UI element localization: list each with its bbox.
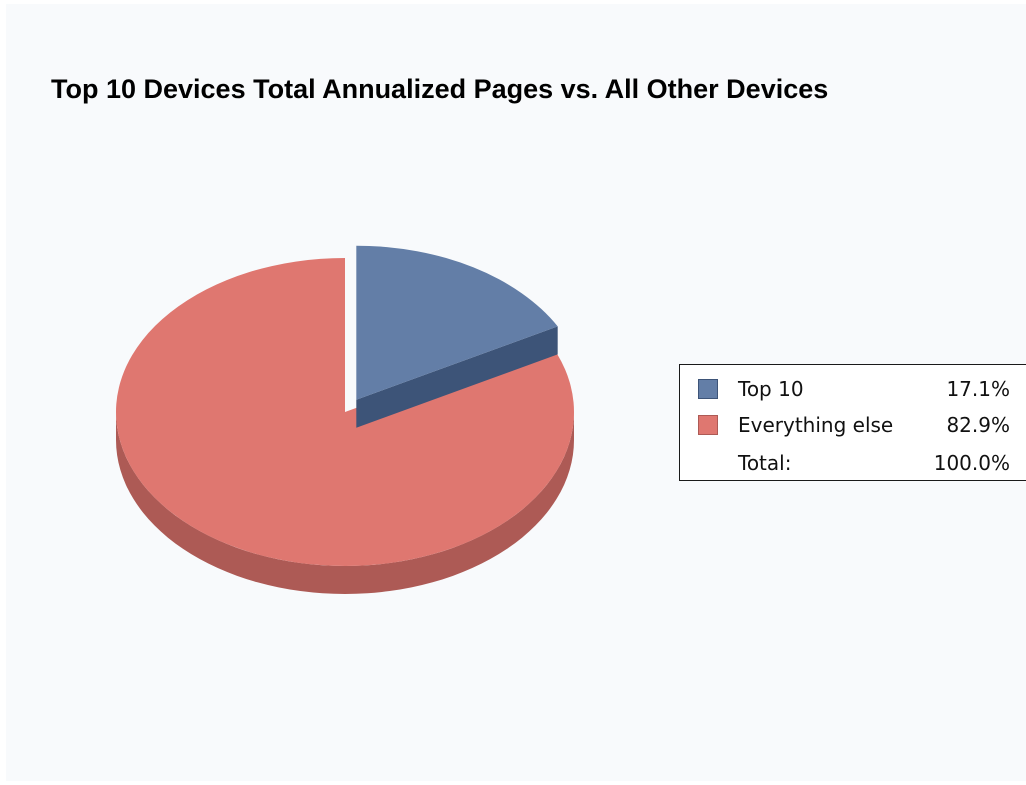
legend-swatch-top-10 <box>698 379 718 399</box>
pie-slice-side-everything-else <box>116 412 574 594</box>
legend-total-row: Total: 100.0% <box>698 449 1010 477</box>
legend-label-top-10: Top 10 <box>738 377 804 401</box>
legend-value-top-10: 17.1% <box>946 377 1010 401</box>
pie-slice-top-top-10 <box>356 245 558 400</box>
pie-slice-top-everything-else <box>116 258 575 566</box>
legend-item-top-10: Top 10 17.1% <box>698 375 1010 403</box>
pie-slice-top-10 <box>356 245 558 428</box>
chart-panel: Top 10 Devices Total Annualized Pages vs… <box>6 4 1026 781</box>
legend-item-everything-else: Everything else 82.9% <box>698 411 1010 439</box>
legend-swatch-everything-else <box>698 415 718 435</box>
legend: Top 10 17.1% Everything else 82.9% Total… <box>679 364 1026 481</box>
legend-total-label: Total: <box>738 451 792 475</box>
legend-label-everything-else: Everything else <box>738 413 894 437</box>
chart-title: Top 10 Devices Total Annualized Pages vs… <box>51 74 829 104</box>
legend-total-value: 100.0% <box>933 451 1010 475</box>
legend-value-everything-else: 82.9% <box>946 413 1010 437</box>
pie-slice-everything-else <box>116 258 575 594</box>
pie-slice-face-top-10 <box>356 326 558 428</box>
pie-chart <box>116 245 575 594</box>
